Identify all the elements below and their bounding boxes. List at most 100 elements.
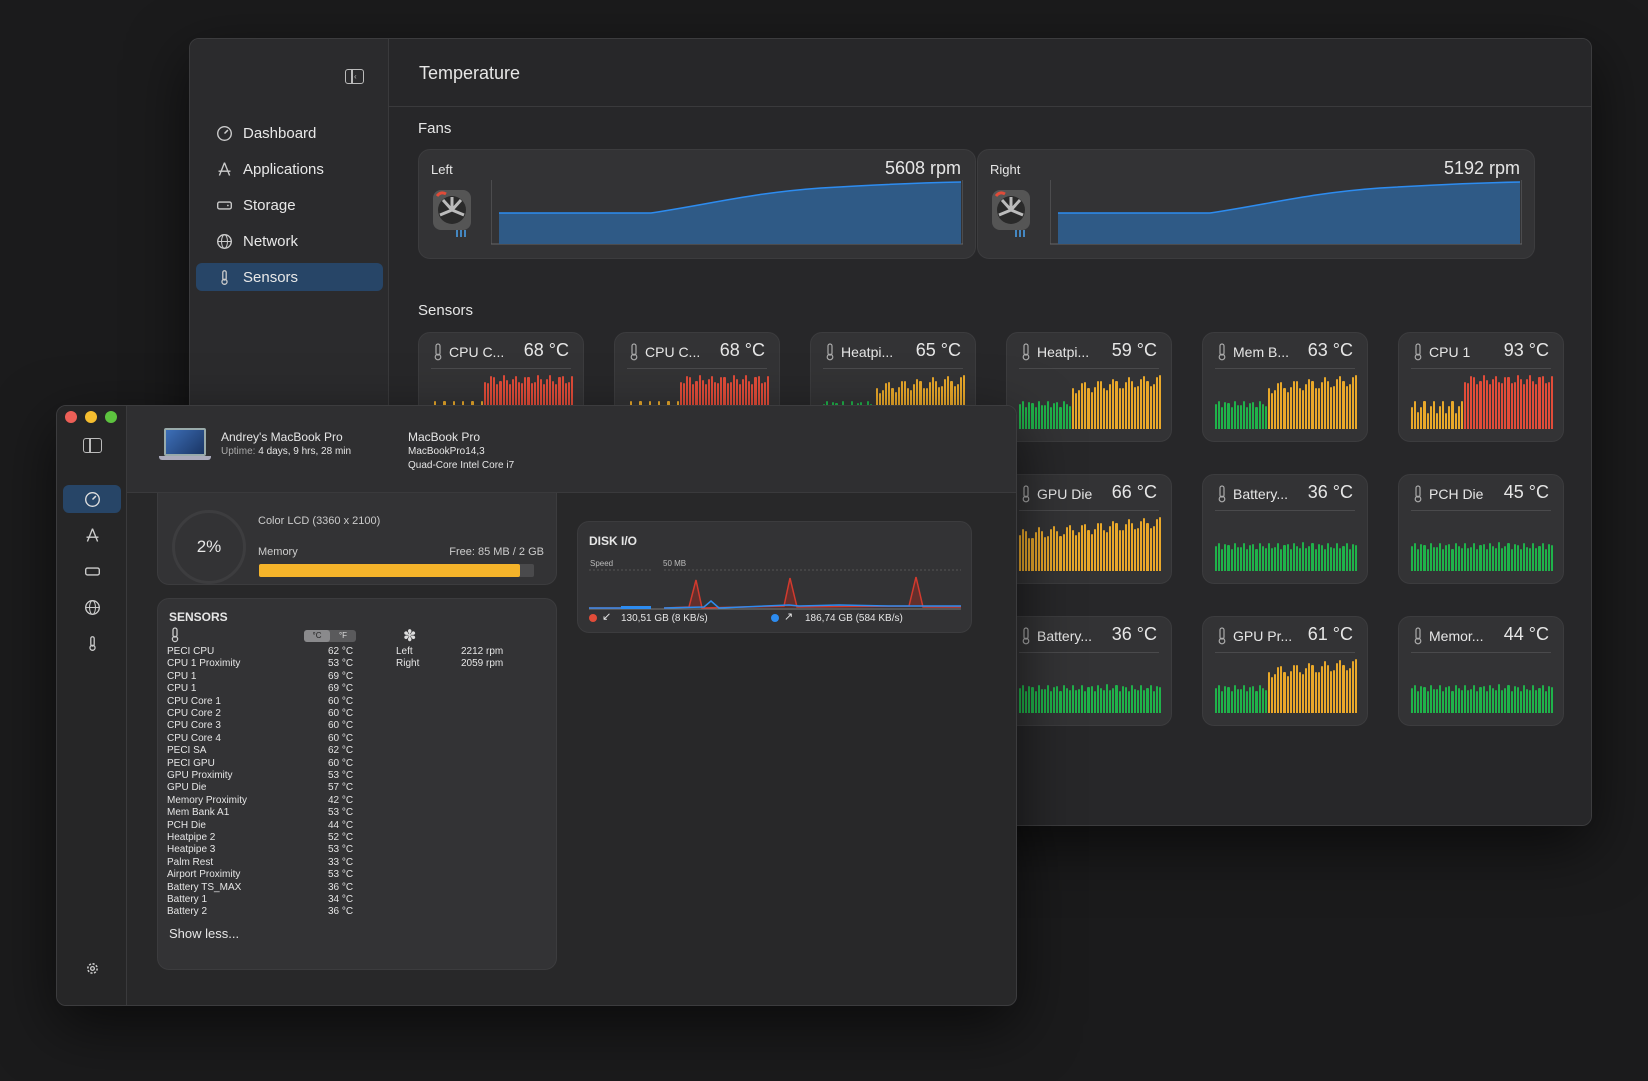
gpu-usage-ring <box>172 510 246 584</box>
history-bar <box>1146 687 1149 713</box>
divider <box>1215 368 1355 369</box>
history-bar <box>1426 548 1429 571</box>
page-header: Temperature <box>389 39 1591 107</box>
history-bar <box>1255 691 1258 713</box>
sensor-row-name: Airport Proximity <box>167 869 241 881</box>
unit-toggle[interactable]: °C °F <box>304 630 356 642</box>
fan-icon: ✽ <box>403 628 417 645</box>
sensor-row-name: GPU Die <box>167 782 207 794</box>
history-bar <box>1286 544 1289 571</box>
model-name: MacBook Pro <box>408 430 481 444</box>
history-bar <box>1124 381 1127 429</box>
history-bar <box>1050 690 1053 713</box>
history-bar <box>1526 546 1529 571</box>
history-bar <box>1311 381 1314 429</box>
sensor-row-name: Heatpipe 3 <box>167 844 216 856</box>
divider <box>431 368 571 369</box>
history-bar <box>1423 687 1426 713</box>
history-bar <box>1292 543 1295 571</box>
divider <box>1215 652 1355 653</box>
sidebar-item-sensors[interactable] <box>63 629 121 657</box>
history-bar <box>1227 403 1230 429</box>
sensor-row-name: CPU 1 Proximity <box>167 658 241 670</box>
history-bar <box>1311 543 1314 571</box>
sidebar-toggle-icon[interactable] <box>83 438 102 453</box>
history-bar <box>1152 383 1155 429</box>
sidebar-item-storage[interactable]: Storage <box>196 191 383 219</box>
history-bar <box>1274 389 1277 429</box>
history-bar <box>1470 546 1473 571</box>
sidebar-toggle-icon[interactable]: ‹ <box>345 69 364 84</box>
sensor-row-value: 52 °C <box>328 832 354 843</box>
history-bar <box>1345 386 1348 429</box>
history-bar <box>1056 401 1059 429</box>
history-bar <box>1043 689 1046 713</box>
fan-icon <box>433 190 471 237</box>
history-bar <box>1112 688 1115 713</box>
sidebar-item-network[interactable] <box>63 593 121 621</box>
history-bar <box>1031 538 1034 571</box>
zoom-button[interactable] <box>105 411 117 423</box>
history-bar <box>1258 685 1261 713</box>
history-bar <box>1022 685 1025 713</box>
history-bar <box>1130 380 1134 429</box>
close-button[interactable] <box>65 411 77 423</box>
history-bar <box>1227 687 1230 713</box>
history-bar <box>1476 548 1479 571</box>
history-bar <box>1354 545 1358 571</box>
history-bar <box>1224 685 1227 713</box>
device-name: Andrey's MacBook Pro <box>221 430 343 444</box>
show-less-link[interactable]: Show less... <box>169 926 240 941</box>
disk-io-graph <box>589 569 961 610</box>
thermometer-icon <box>434 343 442 361</box>
sidebar-item-applications[interactable] <box>63 521 121 549</box>
sidebar-item-applications[interactable]: Applications <box>196 155 383 183</box>
sidebar-item-dashboard[interactable]: Dashboard <box>196 119 383 147</box>
history-bar <box>1466 547 1470 571</box>
history-bar <box>1463 684 1466 713</box>
history-bar <box>1149 386 1152 429</box>
sidebar-item-sensors[interactable]: Sensors <box>196 263 383 291</box>
history-bar <box>1538 545 1541 571</box>
history-bar <box>1292 664 1295 713</box>
history-bar <box>1090 391 1093 429</box>
history-bar <box>1230 406 1233 429</box>
history-bar <box>1429 684 1432 713</box>
history-bar <box>1476 383 1479 429</box>
history-bar <box>1485 691 1488 713</box>
history-bar <box>1460 548 1463 571</box>
divider <box>1019 368 1159 369</box>
history-bar <box>1050 406 1053 429</box>
sidebar-item-dashboard[interactable] <box>63 485 121 513</box>
history-bar <box>1218 401 1221 429</box>
history-bar <box>1538 377 1541 429</box>
history-bar <box>1053 403 1056 429</box>
globe-icon <box>84 599 100 615</box>
thermometer-icon <box>88 635 96 651</box>
history-bar <box>1351 376 1354 429</box>
history-bar <box>1224 401 1227 429</box>
history-bar <box>1535 690 1538 713</box>
history-bar <box>1420 543 1423 571</box>
history-bar <box>1519 378 1522 429</box>
history-bar <box>1046 684 1050 713</box>
sensor-row-name: CPU 1 <box>167 683 197 695</box>
sidebar-item-network[interactable]: Network <box>196 227 383 255</box>
history-bar <box>757 376 760 429</box>
history-bar <box>1442 690 1445 713</box>
unit-celsius-button[interactable]: °C <box>304 630 330 642</box>
sidebar-item-storage[interactable] <box>63 557 121 585</box>
unit-fahrenheit-button[interactable]: °F <box>338 631 348 640</box>
history-bar <box>1488 543 1491 571</box>
history-bar <box>1037 684 1040 713</box>
thermometer-icon <box>171 627 179 643</box>
history-bar <box>1473 377 1476 429</box>
settings-button[interactable] <box>63 954 121 982</box>
fan-card-right: Right 5192 rpm <box>977 149 1535 259</box>
sensor-card: Battery... 36 °C <box>1006 616 1172 726</box>
minimize-button[interactable] <box>85 411 97 423</box>
sensor-row-value: 62 °C <box>328 745 354 757</box>
history-bar <box>1062 685 1065 713</box>
history-bar <box>1143 690 1146 713</box>
history-bar <box>1102 690 1106 713</box>
